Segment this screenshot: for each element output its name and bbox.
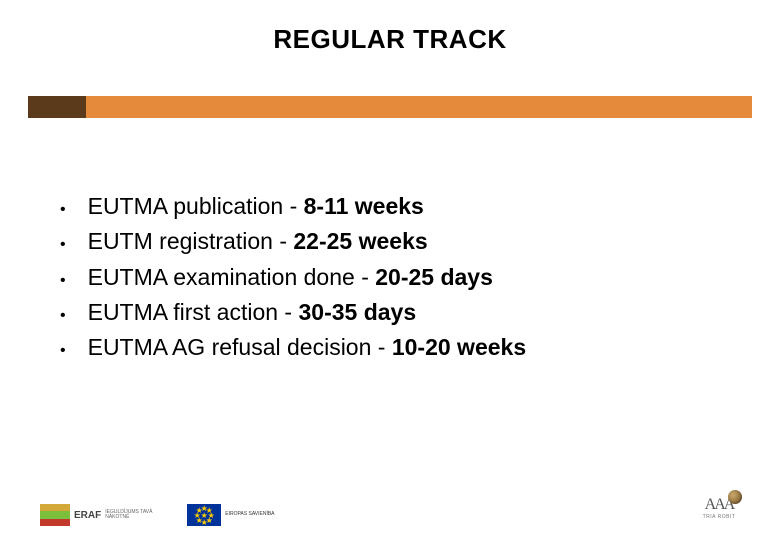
bullet-icon: • <box>60 269 66 292</box>
list-item: • EUTMA publication - 8-11 weeks <box>60 190 740 223</box>
footer: ERAF IEGULDĪJUMS TAVĀ NĀKOTNĒ EIROPAS SA… <box>40 486 740 526</box>
footer-logos-left: ERAF IEGULDĪJUMS TAVĀ NĀKOTNĒ EIROPAS SA… <box>40 504 275 526</box>
aaa-globe-icon <box>728 490 742 504</box>
aaa-logo: AAA TRIA ROBIT <box>698 490 740 526</box>
divider-bar-dark <box>28 96 86 118</box>
eraf-sublabel: IEGULDĪJUMS TAVĀ NĀKOTNĒ <box>105 510 175 521</box>
bullet-icon: • <box>60 198 66 221</box>
eraf-label: ERAF <box>74 510 101 521</box>
slide-title: REGULAR TRACK <box>0 24 780 55</box>
eu-flag-icon <box>187 504 221 526</box>
aaa-sublabel: TRIA ROBIT <box>703 514 736 520</box>
divider-bar-orange <box>86 96 752 118</box>
slide: REGULAR TRACK • EUTMA publication - 8-11… <box>0 0 780 540</box>
bullet-icon: • <box>60 233 66 256</box>
list-item: • EUTM registration - 22-25 weeks <box>60 225 740 258</box>
list-item: • EUTMA AG refusal decision - 10-20 week… <box>60 331 740 364</box>
list-item: • EUTMA examination done - 20-25 days <box>60 261 740 294</box>
list-item-text: EUTM registration - 22-25 weeks <box>88 225 740 258</box>
eu-logo: EIROPAS SAVIENĪBA <box>187 504 274 526</box>
list-item-text: EUTMA examination done - 20-25 days <box>88 261 740 294</box>
divider-bar <box>28 96 752 118</box>
eraf-logo: ERAF IEGULDĪJUMS TAVĀ NĀKOTNĒ <box>40 504 175 526</box>
bullet-list: • EUTMA publication - 8-11 weeks • EUTM … <box>60 190 740 367</box>
bullet-icon: • <box>60 339 66 362</box>
list-item-text: EUTMA publication - 8-11 weeks <box>88 190 740 223</box>
list-item: • EUTMA first action - 30-35 days <box>60 296 740 329</box>
list-item-text: EUTMA first action - 30-35 days <box>88 296 740 329</box>
eu-sublabel: EIROPAS SAVIENĪBA <box>225 512 274 518</box>
eraf-icon <box>40 504 70 526</box>
bullet-icon: • <box>60 304 66 327</box>
list-item-text: EUTMA AG refusal decision - 10-20 weeks <box>88 331 740 364</box>
